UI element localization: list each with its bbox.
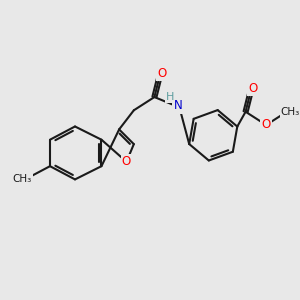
Text: O: O bbox=[248, 82, 258, 95]
Text: CH₃: CH₃ bbox=[12, 174, 32, 184]
Text: O: O bbox=[157, 67, 167, 80]
Text: H: H bbox=[166, 92, 174, 102]
Text: O: O bbox=[262, 118, 271, 131]
Text: N: N bbox=[174, 99, 182, 112]
Text: O: O bbox=[122, 155, 131, 168]
Text: CH₃: CH₃ bbox=[281, 107, 300, 117]
